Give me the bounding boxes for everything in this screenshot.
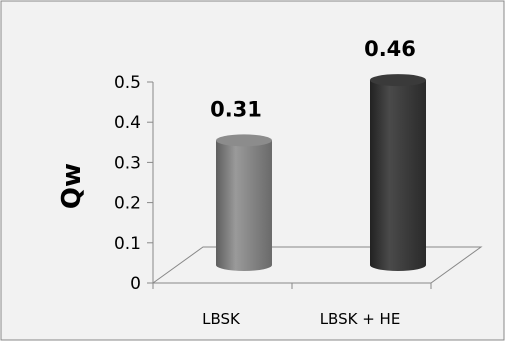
category-label-lbsk-he: LBSK + HE xyxy=(320,310,401,328)
data-label-lbsk: 0.31 xyxy=(210,97,262,121)
y-tick-label: 0.3 xyxy=(114,153,141,173)
bar-top xyxy=(370,74,426,87)
category-label-lbsk: LBSK xyxy=(202,310,241,328)
y-tick-label: 0.1 xyxy=(114,234,141,254)
data-label-lbsk-he: 0.46 xyxy=(364,37,416,61)
y-tick-label: 0 xyxy=(130,274,141,294)
y-tick-label: 0.4 xyxy=(114,113,141,133)
y-tick-label: 0.2 xyxy=(114,194,141,214)
bar-series xyxy=(216,74,426,271)
y-axis-title: Qw xyxy=(57,163,87,209)
chart-floor xyxy=(151,246,483,284)
bar-body xyxy=(370,80,426,271)
y-axis-ticks: 0 0.1 0.2 0.3 0.4 0.5 xyxy=(114,73,153,294)
bar-lbsk xyxy=(216,134,272,271)
bar-body xyxy=(216,140,272,271)
bar-top xyxy=(216,134,272,147)
y-tick-label: 0.5 xyxy=(114,73,141,93)
x-axis-ticks xyxy=(152,283,432,289)
bar-lbsk-he xyxy=(370,74,426,271)
